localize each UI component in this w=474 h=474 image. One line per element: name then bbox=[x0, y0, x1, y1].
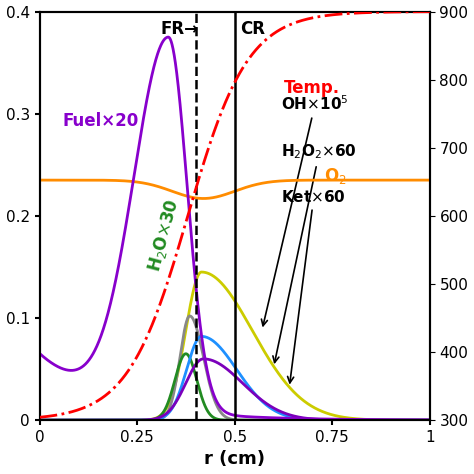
Text: Temp.: Temp. bbox=[283, 79, 339, 97]
Text: H$_2$O$_2$$\times$60: H$_2$O$_2$$\times$60 bbox=[273, 143, 357, 363]
Text: O$_2$: O$_2$ bbox=[324, 166, 347, 186]
Text: FR→: FR→ bbox=[161, 20, 199, 38]
X-axis label: r (cm): r (cm) bbox=[204, 450, 265, 468]
Text: CR: CR bbox=[240, 20, 265, 38]
Text: H$_2$O$\times$30: H$_2$O$\times$30 bbox=[145, 197, 183, 274]
Text: Fuel×20: Fuel×20 bbox=[63, 112, 139, 130]
Text: Ket$\times$60: Ket$\times$60 bbox=[282, 189, 346, 383]
Text: OH$\times$10$^5$: OH$\times$10$^5$ bbox=[262, 94, 349, 326]
